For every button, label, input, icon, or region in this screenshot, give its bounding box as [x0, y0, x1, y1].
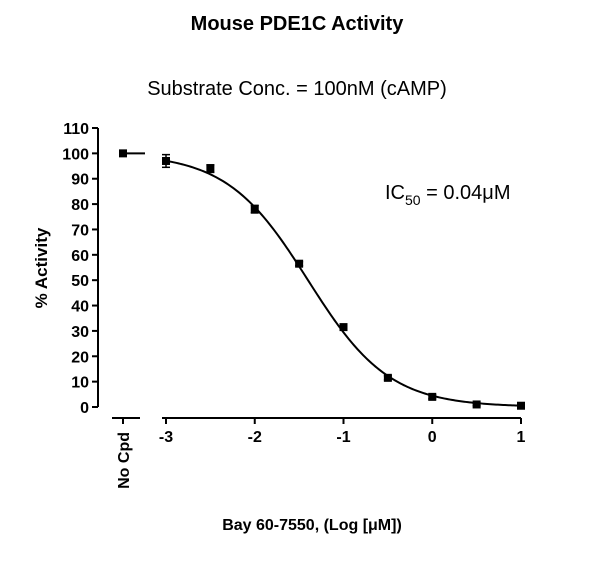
data-point: [162, 156, 170, 165]
fit-curve: [165, 159, 522, 407]
y-tick-label: 20: [71, 349, 89, 366]
x-tick-label: 0: [428, 429, 437, 446]
data-point: [428, 392, 437, 401]
data-point: [250, 205, 259, 214]
y-tick-label: 50: [71, 273, 89, 290]
annotation-sub: 50: [405, 192, 421, 208]
data-point: [383, 373, 392, 382]
y-tick-label: 90: [71, 172, 89, 189]
y-axis-label: % Activity: [32, 227, 51, 308]
x-tick-label: -3: [159, 429, 173, 446]
control-label: No Cpd: [116, 432, 133, 489]
x-tick-label: -2: [248, 429, 262, 446]
data-point: [472, 400, 481, 409]
data-point: [517, 401, 525, 410]
data-point: [295, 259, 304, 268]
y-tick-label: 80: [71, 197, 89, 214]
y-tick-label: 110: [63, 121, 89, 138]
y-tick-label: 40: [71, 299, 89, 316]
x-tick-label: 1: [517, 429, 526, 446]
y-tick-label: 30: [71, 324, 89, 341]
chart-title: Mouse PDE1C Activity: [191, 13, 405, 35]
annotation-rest: = 0.04μM: [421, 182, 511, 204]
annotation: IC50 = 0.04μM: [385, 182, 510, 208]
chart-subtitle: Substrate Conc. = 100nM (cAMP): [147, 78, 447, 100]
y-tick-label: 10: [71, 375, 89, 392]
data-point: [339, 323, 348, 332]
y-tick-label: 70: [71, 222, 89, 239]
annotation-main: IC: [385, 182, 405, 204]
y-tick-label: 60: [71, 248, 89, 265]
y-tick-label: 100: [62, 146, 89, 163]
x-axis-label: Bay 60-7550, (Log [μM]): [222, 517, 402, 534]
x-tick-label: -1: [336, 429, 350, 446]
y-tick-label: 0: [80, 400, 89, 417]
data-point: [206, 164, 215, 173]
